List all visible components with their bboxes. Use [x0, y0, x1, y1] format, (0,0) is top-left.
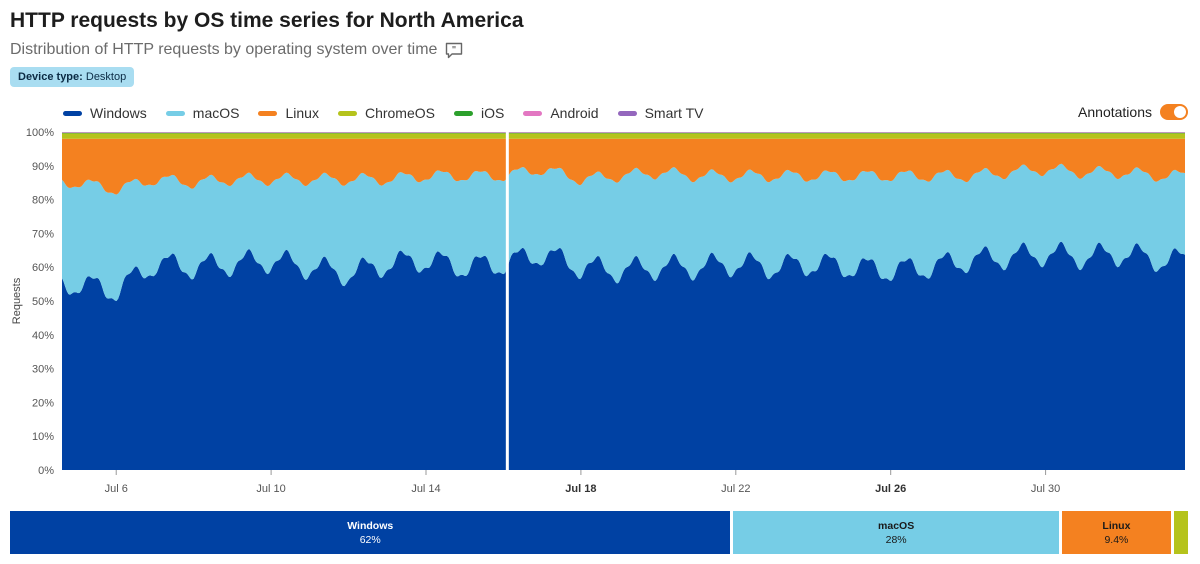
- legend-item-ios[interactable]: iOS: [453, 105, 505, 121]
- badge-value: Desktop: [85, 71, 127, 83]
- area-series-macos[interactable]: [62, 163, 1185, 301]
- badge-key: Device type:: [18, 71, 83, 83]
- stacked-area-chart: 0% 10% 20% 30% 40% 50% 60% 70% 80% 90% 100% Request…: [11, 127, 1185, 495]
- legend-item-smart-tv[interactable]: Smart TV: [617, 105, 704, 121]
- legend-item-windows[interactable]: Windows: [63, 105, 147, 121]
- subtitle-text: Distribution of HTTP requests by operati…: [10, 41, 438, 58]
- summary-segment-linux[interactable]: Linux 9.4%: [1061, 511, 1172, 554]
- area-series-ios[interactable]: [62, 132, 1185, 134]
- legend-swatch: [337, 110, 357, 116]
- y-tick-label: 60%: [32, 262, 54, 274]
- y-tick-label: 0%: [38, 465, 54, 477]
- legend-item-linux[interactable]: Linux: [258, 105, 319, 121]
- legend-label: iOS: [480, 105, 505, 121]
- x-tick-label: Jul 18: [565, 483, 596, 495]
- summary-percent: 9.4%: [1104, 533, 1129, 546]
- legend-label: ChromeOS: [364, 105, 435, 121]
- summary-percent: 62%: [359, 533, 381, 546]
- x-tick-label: Jul 14: [411, 483, 440, 495]
- legend-item-chromeos[interactable]: ChromeOS: [337, 105, 435, 121]
- y-tick-label: 90%: [32, 161, 54, 173]
- x-tick-label: Jul 26: [875, 483, 906, 495]
- legend-label: macOS: [192, 105, 240, 121]
- y-tick-label: 80%: [32, 195, 54, 207]
- y-tick-label: 40%: [32, 330, 54, 342]
- summary-segment-macos[interactable]: macOS 28%: [733, 511, 1059, 554]
- area-series-windows[interactable]: [62, 241, 1185, 470]
- legend-label: Smart TV: [644, 105, 704, 121]
- y-tick-label: 20%: [32, 397, 54, 409]
- legend-swatch: [165, 110, 185, 116]
- y-tick-label: 50%: [32, 296, 54, 308]
- y-tick-label: 30%: [32, 364, 54, 376]
- y-tick-label: 10%: [32, 431, 54, 443]
- legend-label: Linux: [285, 105, 319, 121]
- legend-swatch: [258, 110, 278, 116]
- toggle-knob: [1174, 106, 1186, 118]
- summary-name: Windows: [347, 519, 394, 532]
- area-series-chromeos[interactable]: [62, 133, 1185, 139]
- comment-icon[interactable]: ": [445, 42, 463, 59]
- summary-name: Linux: [1102, 519, 1131, 532]
- legend-swatch: [617, 110, 637, 116]
- device-type-badge[interactable]: Device type: Desktop: [10, 67, 135, 87]
- x-tick-label: Jul 6: [105, 483, 128, 495]
- area-series-linux[interactable]: [62, 138, 1185, 195]
- legend-label: Android: [550, 105, 599, 121]
- summary-segment-windows[interactable]: Windows 62%: [10, 511, 731, 554]
- annotations-toggle[interactable]: [1160, 104, 1188, 120]
- summary-segment-chromeos[interactable]: [1174, 511, 1188, 554]
- x-tick-label: Jul 30: [1031, 483, 1060, 495]
- y-tick-label: 100%: [26, 127, 54, 139]
- y-tick-label: 70%: [32, 228, 54, 240]
- y-axis-label: Requests: [11, 277, 23, 324]
- legend-label: Windows: [90, 105, 147, 121]
- annotations-label: Annotations: [1078, 104, 1152, 120]
- legend-swatch: [63, 110, 82, 116]
- svg-text:": ": [452, 44, 456, 54]
- legend-swatch: [453, 110, 473, 116]
- chart-subtitle: Distribution of HTTP requests by operati…: [10, 41, 463, 59]
- x-tick-label: Jul 10: [256, 483, 285, 495]
- annotations-control: Annotations: [1078, 104, 1188, 120]
- chart-title: HTTP requests by OS time series for Nort…: [10, 9, 524, 32]
- summary-name: macOS: [878, 519, 915, 532]
- legend-item-android[interactable]: Android: [523, 105, 599, 121]
- x-tick-label: Jul 22: [721, 483, 750, 495]
- legend-item-macos[interactable]: macOS: [165, 105, 240, 121]
- chart-legend: Windows macOS Linux ChromeOS iOS Android Smart…: [63, 105, 722, 121]
- summary-percent: 28%: [885, 533, 907, 546]
- legend-swatch: [523, 110, 543, 116]
